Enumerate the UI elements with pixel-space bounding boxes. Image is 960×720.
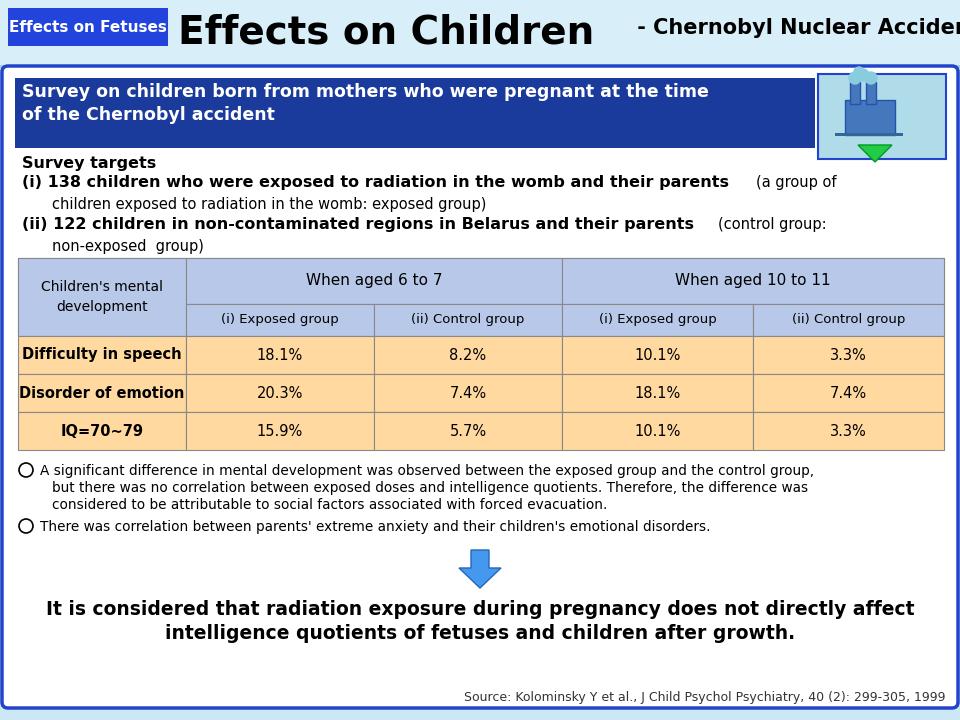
Bar — [0, 65, 960, 68]
Bar — [753, 374, 944, 412]
Bar — [562, 374, 753, 412]
Bar — [18, 258, 944, 304]
Text: (i) Exposed group: (i) Exposed group — [599, 313, 716, 326]
Text: (i) 138 children who were exposed to radiation in the womb and their parents: (i) 138 children who were exposed to rad… — [22, 175, 729, 190]
Text: 3.3%: 3.3% — [830, 423, 867, 438]
Bar — [562, 304, 753, 336]
Text: 5.7%: 5.7% — [449, 423, 487, 438]
Bar — [186, 412, 374, 450]
Text: Children's mental
development: Children's mental development — [41, 280, 163, 314]
Text: 7.4%: 7.4% — [449, 385, 487, 400]
Bar — [18, 258, 186, 336]
Bar — [15, 78, 815, 148]
Circle shape — [849, 72, 861, 84]
Text: 10.1%: 10.1% — [635, 423, 681, 438]
Circle shape — [857, 69, 869, 81]
Text: Survey on children born from mothers who were pregnant at the time: Survey on children born from mothers who… — [22, 83, 708, 101]
Text: 20.3%: 20.3% — [257, 385, 303, 400]
Text: Effects on Children: Effects on Children — [178, 13, 594, 51]
Bar — [18, 336, 186, 374]
Text: Survey targets: Survey targets — [22, 156, 156, 171]
Bar — [562, 412, 753, 450]
Bar — [186, 336, 374, 374]
Text: 3.3%: 3.3% — [830, 348, 867, 362]
Text: (ii) Control group: (ii) Control group — [792, 313, 905, 326]
Text: There was correlation between parents' extreme anxiety and their children's emot: There was correlation between parents' e… — [40, 520, 710, 534]
Bar — [18, 412, 186, 450]
Text: 10.1%: 10.1% — [635, 348, 681, 362]
Text: A significant difference in mental development was observed between the exposed : A significant difference in mental devel… — [40, 464, 814, 478]
Bar — [8, 8, 168, 46]
Text: 15.9%: 15.9% — [257, 423, 303, 438]
Polygon shape — [459, 550, 501, 588]
Bar — [186, 258, 562, 304]
Bar — [0, 0, 960, 65]
Text: Difficulty in speech: Difficulty in speech — [22, 348, 181, 362]
Text: (control group:: (control group: — [718, 217, 827, 232]
Bar — [835, 133, 903, 136]
Bar — [374, 374, 562, 412]
Text: When aged 10 to 11: When aged 10 to 11 — [675, 274, 830, 289]
Bar — [18, 304, 944, 336]
Bar — [753, 336, 944, 374]
Text: 18.1%: 18.1% — [635, 385, 681, 400]
Circle shape — [854, 67, 864, 77]
Text: When aged 6 to 7: When aged 6 to 7 — [305, 274, 443, 289]
Bar — [818, 74, 946, 159]
Bar — [753, 412, 944, 450]
Bar — [186, 304, 374, 336]
Text: It is considered that radiation exposure during pregnancy does not directly affe: It is considered that radiation exposure… — [46, 600, 914, 619]
Text: IQ=70∼79: IQ=70∼79 — [60, 423, 143, 438]
Bar — [374, 412, 562, 450]
Bar — [562, 258, 944, 304]
Bar — [850, 82, 860, 104]
Text: 18.1%: 18.1% — [257, 348, 303, 362]
Text: (ii) Control group: (ii) Control group — [411, 313, 525, 326]
FancyBboxPatch shape — [2, 66, 958, 708]
Text: - Chernobyl Nuclear Accident -: - Chernobyl Nuclear Accident - — [630, 18, 960, 38]
Bar — [186, 374, 374, 412]
Text: children exposed to radiation in the womb: exposed group): children exposed to radiation in the wom… — [52, 197, 487, 212]
Text: (ii) 122 children in non-contaminated regions in Belarus and their parents: (ii) 122 children in non-contaminated re… — [22, 217, 694, 232]
Text: but there was no correlation between exposed doses and intelligence quotients. T: but there was no correlation between exp… — [52, 481, 808, 495]
Text: Effects on Fetuses: Effects on Fetuses — [9, 19, 167, 35]
Bar — [866, 82, 876, 104]
Text: (a group of: (a group of — [756, 175, 836, 190]
Circle shape — [865, 72, 877, 84]
Bar — [845, 100, 895, 135]
Bar — [18, 374, 186, 412]
Text: Disorder of emotion: Disorder of emotion — [19, 385, 184, 400]
Text: (i) Exposed group: (i) Exposed group — [221, 313, 339, 326]
Text: of the Chernobyl accident: of the Chernobyl accident — [22, 106, 275, 124]
Text: intelligence quotients of fetuses and children after growth.: intelligence quotients of fetuses and ch… — [165, 624, 795, 643]
Bar — [374, 336, 562, 374]
Polygon shape — [858, 145, 892, 162]
Bar — [562, 336, 753, 374]
Text: non-exposed  group): non-exposed group) — [52, 239, 204, 254]
Text: considered to be attributable to social factors associated with forced evacuatio: considered to be attributable to social … — [52, 498, 608, 512]
Bar — [374, 304, 562, 336]
Text: 8.2%: 8.2% — [449, 348, 487, 362]
Text: Source: Kolominsky Y et al., J Child Psychol Psychiatry, 40 (2): 299-305, 1999: Source: Kolominsky Y et al., J Child Psy… — [464, 691, 945, 704]
Bar — [753, 304, 944, 336]
Text: 7.4%: 7.4% — [830, 385, 867, 400]
